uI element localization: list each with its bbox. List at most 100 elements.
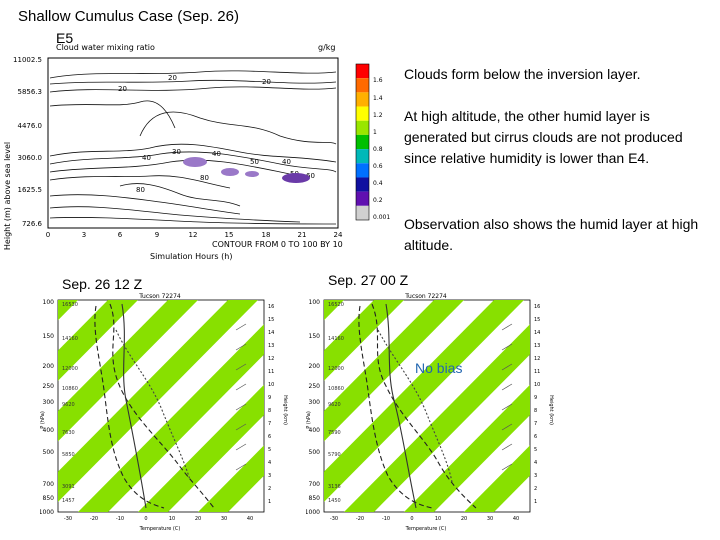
ytick-3: 3060.0 bbox=[18, 154, 43, 162]
p-tick-labels: 100 150 200 250 300 400 500 700 850 1000 bbox=[40, 299, 54, 516]
cloud-water-blobs bbox=[183, 157, 310, 183]
p-tick: 250 bbox=[309, 383, 321, 390]
svg-text:16: 16 bbox=[534, 304, 540, 310]
svg-text:13: 13 bbox=[268, 343, 274, 349]
svg-text:1: 1 bbox=[268, 499, 271, 505]
contour-label-0: 20 bbox=[168, 74, 177, 82]
ytick-5: 726.6 bbox=[22, 220, 43, 228]
wind-barbs bbox=[235, 323, 247, 471]
p-tick: 400 bbox=[309, 427, 321, 434]
svg-text:16: 16 bbox=[268, 304, 274, 310]
svg-text:8: 8 bbox=[268, 408, 271, 414]
svg-text:3: 3 bbox=[534, 473, 537, 479]
height-values: 16530 14160 12000 10860 9620 7630 5850 3… bbox=[62, 302, 78, 504]
sounding-station: Tucson 72274 bbox=[404, 293, 447, 300]
svg-text:14160: 14160 bbox=[328, 336, 344, 342]
svg-text:9: 9 bbox=[268, 395, 271, 401]
svg-text:10860: 10860 bbox=[62, 386, 78, 392]
svg-text:20: 20 bbox=[461, 516, 467, 522]
p-tick: 400 bbox=[43, 427, 55, 434]
km-tick-labels: 16 15 14 13 12 11 10 9 8 7 6 5 4 3 2 1 bbox=[268, 304, 274, 505]
p-tick: 500 bbox=[43, 449, 55, 456]
svg-text:4: 4 bbox=[268, 460, 271, 466]
contour-label-11: 80 bbox=[136, 186, 145, 194]
svg-text:30: 30 bbox=[487, 516, 493, 522]
svg-text:20: 20 bbox=[195, 516, 201, 522]
wind-barbs bbox=[501, 323, 513, 471]
p-tick: 150 bbox=[43, 333, 55, 340]
svg-text:12000: 12000 bbox=[328, 366, 344, 372]
contour-lines bbox=[49, 70, 337, 225]
contour-label-6: 50 bbox=[250, 158, 259, 166]
cloud-blob bbox=[221, 168, 239, 176]
cbar-tick-0: 1.6 bbox=[373, 77, 383, 84]
case-tag: E5 bbox=[56, 30, 74, 46]
note-observation: Observation also shows the humid layer a… bbox=[404, 216, 699, 253]
p-tick: 300 bbox=[43, 399, 55, 406]
svg-text:-30: -30 bbox=[64, 516, 72, 522]
svg-text:10: 10 bbox=[435, 516, 441, 522]
xtick-3: 9 bbox=[155, 231, 159, 239]
height-values: 16520 14160 12000 10860 9620 7590 5790 3… bbox=[328, 302, 344, 504]
contour-xlabel: Simulation Hours (h) bbox=[150, 252, 232, 261]
xtick-1: 3 bbox=[82, 231, 86, 239]
cloud-blob bbox=[183, 157, 207, 167]
contour-label-7: 40 bbox=[282, 158, 291, 166]
svg-text:7: 7 bbox=[268, 421, 271, 427]
sounding-ylabel-right: Height (km) bbox=[548, 395, 554, 425]
xtick-7: 21 bbox=[298, 231, 307, 239]
svg-text:5790: 5790 bbox=[328, 452, 341, 458]
svg-text:3136: 3136 bbox=[328, 484, 341, 490]
colorbar-segment bbox=[356, 120, 369, 135]
p-tick: 700 bbox=[43, 481, 55, 488]
contour-label-2: 20 bbox=[118, 85, 127, 93]
colorbar-segment bbox=[356, 177, 369, 192]
svg-text:0: 0 bbox=[410, 516, 413, 522]
svg-text:12: 12 bbox=[534, 356, 540, 362]
svg-text:5: 5 bbox=[534, 447, 537, 453]
cloud-blob bbox=[282, 173, 310, 183]
svg-text:14: 14 bbox=[534, 330, 540, 336]
xtick-0: 0 bbox=[46, 231, 50, 239]
svg-text:12: 12 bbox=[268, 356, 274, 362]
svg-text:-20: -20 bbox=[356, 516, 364, 522]
svg-text:3: 3 bbox=[268, 473, 271, 479]
svg-text:0: 0 bbox=[144, 516, 147, 522]
sounding-plot-sep27: Tucson 72274 100 150 200 250 300 400 500… bbox=[306, 293, 554, 532]
xtick-8: 24 bbox=[334, 231, 343, 239]
p-tick: 100 bbox=[309, 299, 321, 306]
p-tick: 200 bbox=[309, 363, 321, 370]
cloud-blob bbox=[245, 171, 259, 177]
contour-plot-frame bbox=[47, 57, 339, 229]
contour-xtick-labels: 0 3 6 9 12 15 18 21 24 bbox=[46, 231, 343, 239]
p-tick: 1000 bbox=[40, 509, 54, 516]
svg-text:-10: -10 bbox=[116, 516, 124, 522]
svg-text:13: 13 bbox=[534, 343, 540, 349]
xtick-4: 12 bbox=[189, 231, 198, 239]
contour-label-8: 80 bbox=[200, 174, 209, 182]
sounding-profiles bbox=[94, 303, 215, 509]
svg-text:7590: 7590 bbox=[328, 430, 341, 436]
colorbar-segment bbox=[356, 134, 369, 150]
colorbar-segment bbox=[356, 191, 369, 206]
sounding-ylabel-right: Height (km) bbox=[282, 395, 288, 425]
svg-text:3091: 3091 bbox=[62, 484, 75, 490]
contour-heading-left: Cloud water mixing ratio bbox=[56, 43, 155, 52]
sounding-plot-sep26: Tucson 72274 100 150 200 250 300 400 500… bbox=[40, 293, 288, 532]
svg-text:6: 6 bbox=[534, 434, 537, 440]
colorbar-segment bbox=[356, 149, 369, 164]
ytick-4: 1625.5 bbox=[18, 186, 43, 194]
svg-text:6: 6 bbox=[268, 434, 271, 440]
svg-text:9: 9 bbox=[534, 395, 537, 401]
xtick-2: 6 bbox=[118, 231, 123, 239]
svg-text:2: 2 bbox=[534, 486, 537, 492]
p-tick: 250 bbox=[43, 383, 55, 390]
svg-text:4: 4 bbox=[534, 460, 537, 466]
colorbar-segment bbox=[356, 163, 369, 178]
sounding-xlabel: Temperature (C) bbox=[405, 526, 447, 532]
sounding-xlabel: Temperature (C) bbox=[139, 526, 181, 532]
svg-text:11: 11 bbox=[268, 369, 274, 375]
colorbar bbox=[355, 63, 370, 221]
svg-text:8: 8 bbox=[534, 408, 537, 414]
xtick-6: 18 bbox=[262, 231, 271, 239]
